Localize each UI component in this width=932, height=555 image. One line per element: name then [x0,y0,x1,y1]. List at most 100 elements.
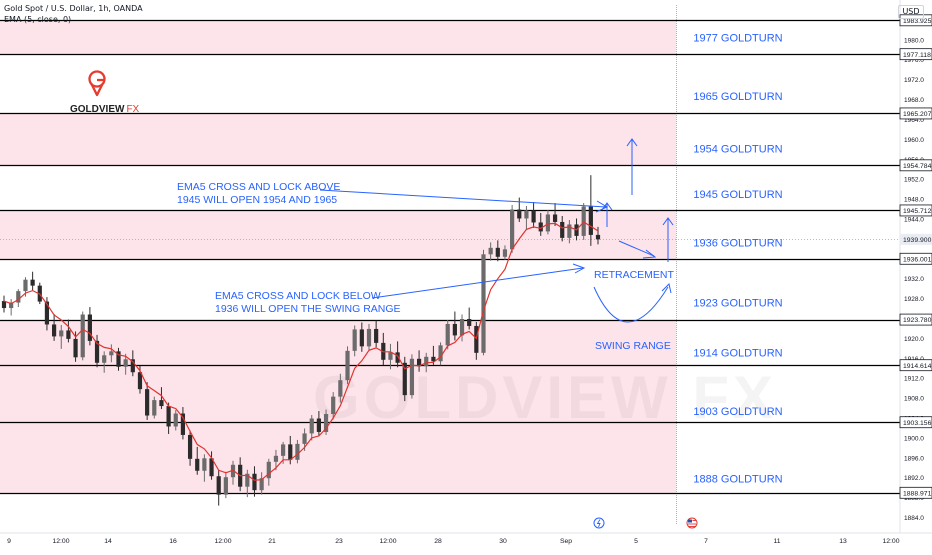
candle-69 [495,240,500,262]
candle-body-16 [116,351,121,367]
currency-badge[interactable]: USD [898,5,924,19]
candle-body-17 [123,359,128,367]
price-tag-9: 1903.156 [899,416,932,429]
lightning-event-icon[interactable] [593,517,605,529]
price-tag-box-4 [899,204,932,217]
arrow-ema5-below-line [371,267,584,299]
candle-body-21 [152,400,157,416]
candle-body-3 [23,279,28,292]
price-tag-text-7: 1923.780 [903,317,932,324]
annotation-retracement: RETRACEMENT [594,269,675,281]
candle-26 [187,430,193,466]
arrow-ema5-below-head [572,263,586,274]
candle-45 [323,409,329,435]
x-tick-label-2: 14 [104,538,112,545]
candle-30 [216,470,221,506]
candle-44 [316,411,321,437]
candle-body-45 [323,414,329,432]
candle-82 [588,175,593,246]
candle-body-12 [87,314,92,341]
candle-body-30 [216,476,221,495]
candle-body-66 [474,325,479,353]
candle-body-34 [245,473,250,487]
goldturn-label-6: 1914 GOLDTURN [693,347,782,359]
candle-body-60 [431,356,436,362]
y-tick-label-23: 1976.0 [904,57,924,64]
candle-16 [116,347,121,371]
price-tag-4: 1945.712 [899,204,932,217]
candle-25 [180,407,186,440]
candle-body-27 [195,458,200,471]
candle-body-6 [44,301,50,325]
candle-36 [259,472,264,495]
candle-41 [295,439,300,464]
arrow-up-small-head [601,202,613,211]
price-tag-text-0: 1983.925 [903,18,932,25]
price-tag-box-2 [899,107,932,120]
candle-2 [16,289,21,308]
candle-body-77 [552,214,558,222]
arrow-up-tall-head [626,138,638,147]
arrow-up-right-head [662,217,674,226]
candle-body-43 [309,418,314,434]
candle-9 [66,319,71,343]
candle-body-11 [80,314,85,358]
candle-28 [202,454,207,482]
annotation-swing-range: SWING RANGE [595,340,671,352]
candle-body-65 [467,318,472,326]
price-tag-0: 1983.925 [899,14,932,27]
swing-range-curve-head [661,283,672,294]
symbol-title[interactable]: Gold Spot / U.S. Dollar, 1h, OANDA [4,4,143,13]
y-tick-label-12: 1932.0 [904,276,924,283]
y-tick-label-19: 1960.0 [904,137,924,144]
candle-4 [30,271,35,291]
candle-77 [552,203,558,226]
candle-body-75 [538,222,543,232]
candle-body-51 [366,328,372,347]
candlestick-series [1,175,601,506]
x-tick-label-6: 23 [335,538,343,545]
candle-body-13 [94,340,100,363]
candle-body-47 [338,380,343,397]
candle-body-63 [452,323,457,336]
price-tag-text-2: 1965.207 [903,111,932,118]
candle-46 [331,392,336,420]
candle-61 [438,342,443,366]
watermark-layer: GOLDVIEW FX [313,364,773,431]
candle-65 [467,307,472,330]
candle-8 [59,324,64,349]
zone-band-1 [0,113,676,166]
candle-body-38 [273,455,279,462]
candle-body-40 [288,444,293,460]
candle-body-24 [173,413,178,427]
candle-body-68 [488,247,493,255]
x-tick-label-13: 11 [773,538,780,545]
candle-body-39 [281,444,286,456]
price-axis[interactable]: 1884.01888.01892.01896.01900.01904.01908… [899,0,932,550]
candle-75 [538,213,543,236]
goldturn-label-7: 1903 GOLDTURN [693,406,782,418]
candle-body-72 [517,209,522,219]
event-icons [593,517,698,529]
candle-body-44 [316,418,321,432]
x-tick-label-14: 13 [839,538,847,545]
candle-37 [266,458,271,486]
candle-52 [374,320,379,348]
candle-body-54 [388,352,393,360]
y-tick-label-3: 1896.0 [904,455,924,462]
candle-body-56 [402,362,407,396]
time-axis[interactable]: 9 12:00 14 16 12:00 21 23 12:00 28 30 Sep 5 7 11 13 12:… [0,532,932,550]
candle-body-19 [137,372,143,390]
candle-72 [517,197,522,222]
x-tick-label-11: 5 [634,538,638,545]
candle-body-73 [524,210,529,219]
y-tick-label-0: 1884.0 [904,515,924,522]
price-tag-10: 1888.971 [899,486,932,499]
y-tick-label-16: 1948.0 [904,197,924,204]
price-tag-2: 1965.207 [899,107,932,120]
candle-57 [409,354,415,399]
logo-brand: GOLDVIEW [70,104,125,115]
annotation-ema5-below-line2: 1936 WILL OPEN THE SWING RANGE [215,303,401,315]
indicator-legend[interactable]: EMA (5, close, 0) [4,15,72,24]
